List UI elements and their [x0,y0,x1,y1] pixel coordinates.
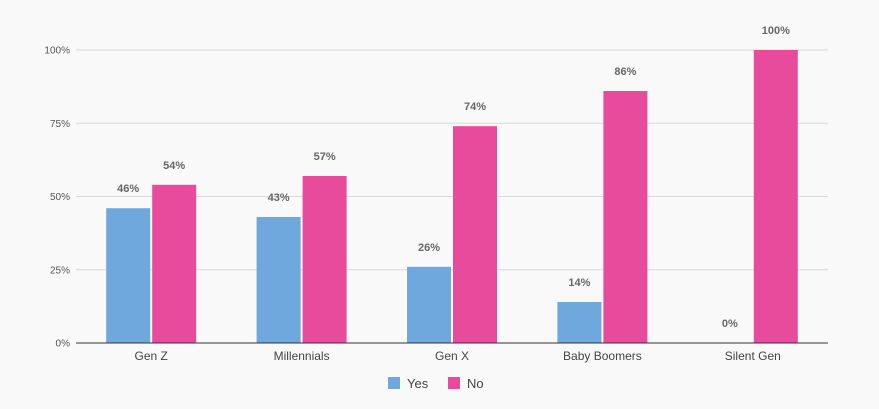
x-axis-category-labels: Gen Z Millennials Gen X Baby Boomers Silent … [135,349,781,363]
bar-yes-1 [256,217,301,343]
bars [106,50,798,344]
data-label: 86% [614,66,636,78]
bar-no-3 [603,91,648,344]
data-label: 14% [568,277,590,289]
x-category-label: Gen Z [135,349,168,363]
data-label: 54% [163,160,185,172]
data-labels: 46% 54% 43% 57% 26% 74% 14% 86% 0% 100% [117,25,790,330]
x-category-label: Gen X [435,349,469,363]
bar-no-2 [453,126,497,344]
data-label: 100% [762,25,790,37]
legend-label: Yes [407,376,429,391]
data-label: 0% [722,318,738,330]
bar-yes-2 [407,266,451,343]
x-category-label: Millennials [274,349,330,363]
bar-no-4 [753,50,798,343]
y-tick-label: 0% [56,339,71,350]
y-tick-label: 25% [50,265,70,276]
data-label: 46% [117,183,139,195]
x-category-label: Silent Gen [725,349,781,363]
x-category-label: Baby Boomers [563,349,642,363]
bar-no-1 [302,175,347,343]
legend-label: No [467,376,484,391]
y-axis-tick-labels: 0% 25% 50% 75% 100% [44,46,70,350]
legend-swatch-yes [388,377,400,389]
data-label: 26% [418,242,440,254]
data-label: 74% [464,101,486,113]
legend: Yes No [388,376,484,391]
legend-swatch-no [448,377,460,389]
y-tick-label: 75% [50,119,70,130]
bar-yes-3 [557,301,602,343]
data-label: 43% [268,192,290,204]
gridlines [76,49,828,271]
y-tick-label: 50% [50,192,70,203]
bar-yes-0 [106,208,151,343]
data-label: 57% [314,151,336,163]
y-tick-label: 100% [44,46,70,57]
bar-no-0 [152,184,197,343]
